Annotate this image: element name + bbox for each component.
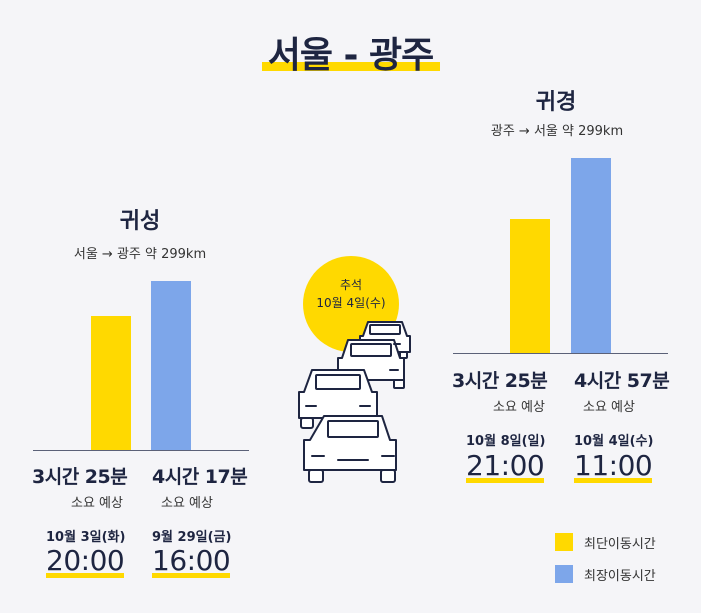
- bar-return-longest: [571, 158, 611, 353]
- date-return-longest: 10월 4일(수): [574, 434, 654, 449]
- duration-return-shortest: 3시간 25분: [452, 370, 548, 392]
- estimate-label: 소요 예상: [493, 400, 545, 415]
- date-return-shortest: 10월 8일(일): [466, 434, 546, 449]
- baseline-homecoming: [33, 450, 249, 451]
- traffic-cars-icon: [298, 321, 411, 483]
- duration-homecoming-longest: 4시간 17분: [152, 466, 248, 488]
- estimate-label: 소요 예상: [71, 496, 123, 511]
- holiday-name: 추석: [339, 278, 363, 292]
- date-homecoming-shortest: 10월 3일(화): [46, 530, 126, 545]
- chart-title-return: 귀경: [535, 90, 577, 115]
- duration-return-longest: 4시간 57분: [574, 370, 670, 392]
- page-title: 서울 - 광주: [267, 35, 434, 76]
- bar-homecoming-longest: [151, 281, 191, 450]
- estimate-label: 소요 예상: [583, 400, 635, 415]
- date-homecoming-longest: 9월 29일(금): [152, 530, 232, 545]
- title-highlight: [262, 62, 440, 71]
- legend-label-shortest: 최단이동시간: [584, 537, 656, 552]
- holiday-date: 10월 4일(수): [316, 296, 386, 310]
- time-homecoming-shortest: 20:00: [46, 544, 125, 579]
- baseline-return: [453, 353, 668, 354]
- chart-title-homecoming: 귀성: [119, 209, 161, 234]
- bar-homecoming-shortest: [91, 316, 131, 450]
- legend-swatch-shortest: [555, 533, 573, 551]
- route-homecoming: 서울 → 광주 약 299km: [73, 247, 207, 262]
- duration-homecoming-shortest: 3시간 25분: [32, 466, 128, 488]
- route-return: 광주 → 서울 약 299km: [490, 124, 624, 139]
- legend-swatch-longest: [555, 565, 573, 583]
- bar-return-shortest: [510, 219, 550, 353]
- holiday-label: 추석 10월 4일(수): [303, 276, 399, 312]
- estimate-label: 소요 예상: [161, 496, 213, 511]
- legend-label-longest: 최장이동시간: [584, 569, 656, 584]
- time-return-shortest: 21:00: [466, 449, 545, 484]
- time-return-longest: 11:00: [574, 449, 653, 484]
- time-homecoming-longest: 16:00: [152, 544, 231, 579]
